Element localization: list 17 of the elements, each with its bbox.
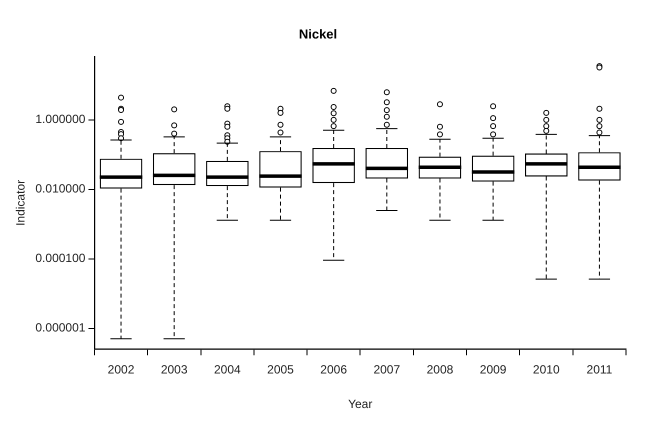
y-tick-label: 0.000100 (35, 251, 86, 266)
x-tick-label: 2008 (426, 362, 454, 377)
y-tick-label: 1.000000 (35, 112, 86, 126)
y-axis-title: Indicator (14, 180, 28, 226)
x-tick-label: 2003 (160, 362, 188, 377)
x-tick-label: 2006 (320, 362, 348, 377)
x-tick-label: 2005 (267, 362, 294, 377)
x-tick-label: 2007 (373, 362, 400, 377)
x-tick-label: 2009 (480, 362, 507, 377)
y-tick-label: 0.000001 (35, 320, 86, 335)
x-axis-title: Year (348, 397, 372, 412)
chart-title: Nickel (298, 26, 338, 42)
x-tick-label: 2011 (586, 362, 613, 377)
x-tick-label: 2002 (108, 362, 135, 377)
x-tick-label: 2010 (532, 362, 560, 377)
x-tick-label: 2004 (214, 362, 242, 377)
y-tick-label: 0.010000 (35, 182, 86, 196)
